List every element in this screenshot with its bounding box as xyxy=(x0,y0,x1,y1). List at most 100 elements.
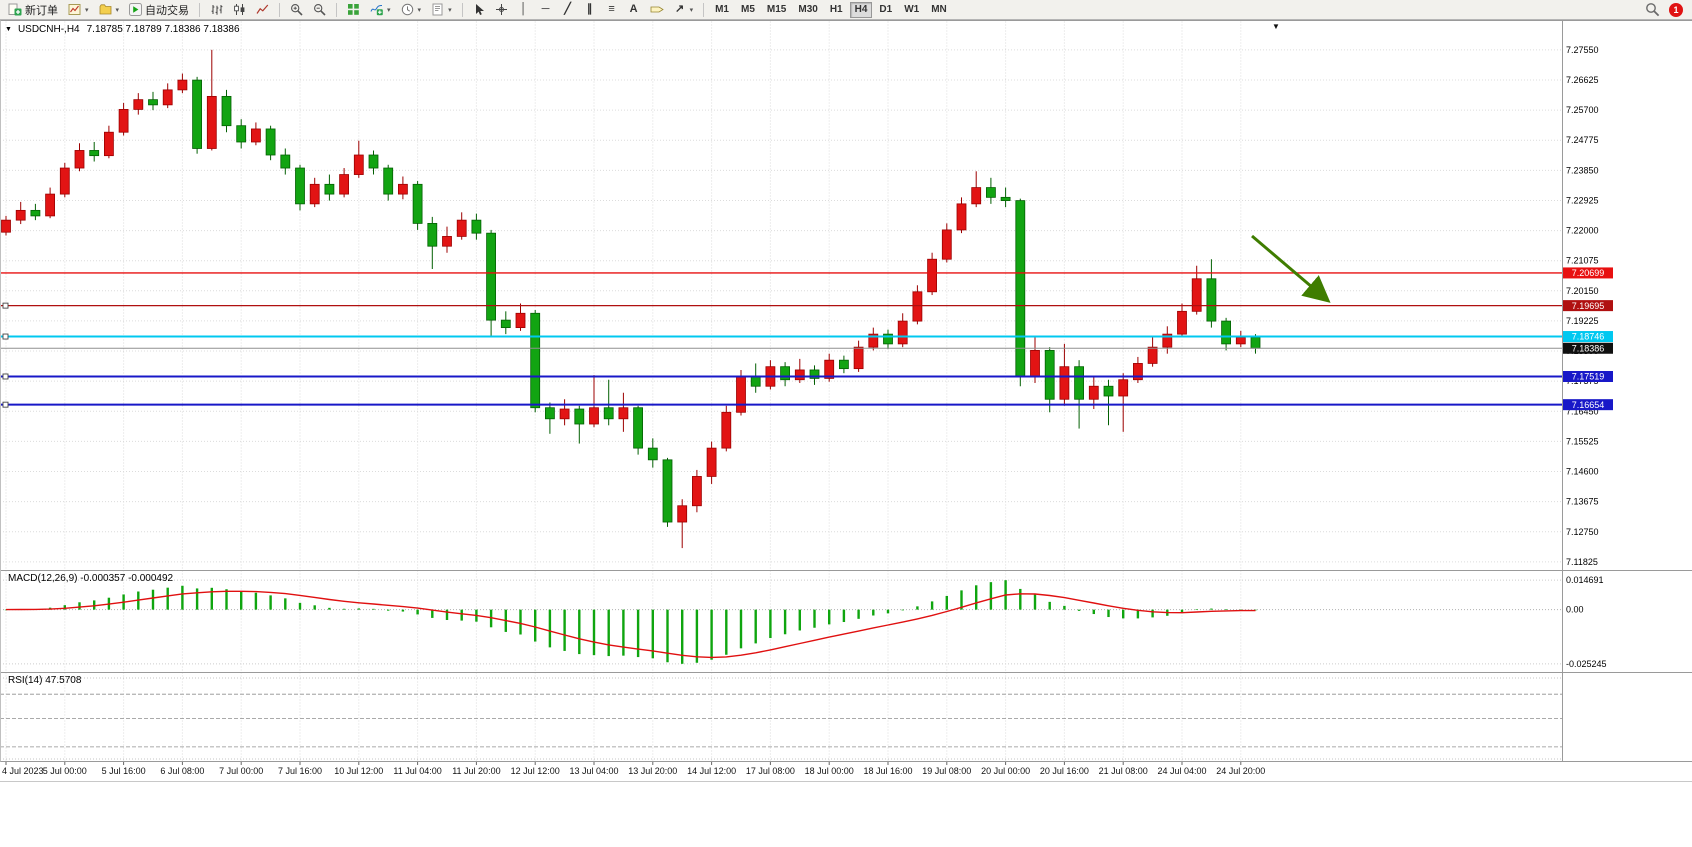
line-chart-button[interactable] xyxy=(252,0,273,20)
svg-text:19 Jul 08:00: 19 Jul 08:00 xyxy=(922,766,971,776)
svg-text:20 Jul 16:00: 20 Jul 16:00 xyxy=(1040,766,1089,776)
horizontal-line-button[interactable]: ─ xyxy=(536,0,556,20)
timeframe-m15-button[interactable]: M15 xyxy=(766,3,787,15)
toolbar-separator xyxy=(199,2,201,17)
tile-icon xyxy=(347,3,360,16)
templates-button[interactable]: ▾ xyxy=(427,0,456,20)
timeframe-m1-button[interactable]: M1 xyxy=(715,3,729,15)
dropdown-caret-icon: ▾ xyxy=(689,6,694,14)
periods-icon xyxy=(401,3,414,16)
svg-text:7.27550: 7.27550 xyxy=(1566,45,1599,55)
chart-title: ▼ USDCNH-,H4 7.18785 7.18789 7.18386 7.183… xyxy=(5,24,240,35)
svg-text:7.15525: 7.15525 xyxy=(1566,436,1599,446)
svg-text:7.14600: 7.14600 xyxy=(1566,467,1599,477)
svg-text:7.19225: 7.19225 xyxy=(1566,316,1599,326)
svg-text:24 Jul 04:00: 24 Jul 04:00 xyxy=(1157,766,1206,776)
toolbar-separator xyxy=(703,2,705,17)
panel-separators[interactable] xyxy=(0,20,1692,782)
svg-text:7 Jul 00:00: 7 Jul 00:00 xyxy=(219,766,263,776)
periods-button[interactable]: ▾ xyxy=(397,0,426,20)
svg-text:13 Jul 04:00: 13 Jul 04:00 xyxy=(569,766,618,776)
candlestick-chart-button[interactable] xyxy=(229,0,250,20)
svg-text:4 Jul 2023: 4 Jul 2023 xyxy=(2,766,44,776)
profiles-button[interactable]: ▾ xyxy=(95,0,124,20)
indicators-button[interactable]: ▾ xyxy=(366,0,395,20)
crosshair-button[interactable] xyxy=(491,0,512,20)
horizontal-level-lines[interactable] xyxy=(0,272,1562,408)
svg-text:7.16450: 7.16450 xyxy=(1566,406,1599,416)
timeframe-mn-button[interactable]: MN xyxy=(931,3,947,15)
new-chart-button[interactable]: ▾ xyxy=(64,0,93,20)
svg-text:10 Jul 12:00: 10 Jul 12:00 xyxy=(334,766,383,776)
text-icon: A xyxy=(629,3,638,15)
collapse-ohlc-icon[interactable]: ▼ xyxy=(5,26,12,33)
channel-icon: ∥ xyxy=(586,3,593,15)
svg-text:7.18746: 7.18746 xyxy=(1572,332,1605,342)
vertical-line-icon: │ xyxy=(520,3,528,15)
svg-text:14 Jul 12:00: 14 Jul 12:00 xyxy=(687,766,736,776)
one-click-trading-toggle-icon[interactable]: ▼ xyxy=(1272,22,1280,31)
svg-text:7.22925: 7.22925 xyxy=(1566,195,1599,205)
new-order-button[interactable]: 新订单 xyxy=(4,0,62,20)
svg-text:18 Jul 16:00: 18 Jul 16:00 xyxy=(863,766,912,776)
zoom-in-icon xyxy=(290,3,303,16)
timeframe-h4-button[interactable]: H4 xyxy=(849,1,873,18)
svg-text:12 Jul 12:00: 12 Jul 12:00 xyxy=(511,766,560,776)
rsi-panel: 1008050150 xyxy=(0,677,1562,760)
svg-text:17 Jul 08:00: 17 Jul 08:00 xyxy=(746,766,795,776)
label-button[interactable] xyxy=(646,0,668,20)
svg-text:7.21075: 7.21075 xyxy=(1566,256,1599,266)
profiles-icon xyxy=(99,3,112,16)
fibonacci-icon: ≡ xyxy=(608,3,615,15)
autotrading-icon xyxy=(129,3,143,16)
svg-text:13 Jul 20:00: 13 Jul 20:00 xyxy=(628,766,677,776)
toolbar-separator xyxy=(279,2,281,17)
trend-arrow[interactable] xyxy=(1251,234,1331,303)
new-order-icon xyxy=(8,3,22,16)
tile-windows-button[interactable] xyxy=(343,0,364,20)
crosshair-icon xyxy=(495,3,508,16)
fibonacci-button[interactable]: ≡ xyxy=(602,0,622,20)
timeframe-m5-button[interactable]: M5 xyxy=(741,3,755,15)
zoom-in-button[interactable] xyxy=(286,0,307,20)
cursor-button[interactable] xyxy=(469,0,489,20)
toolbar-separator xyxy=(461,2,463,17)
templates-icon xyxy=(431,3,444,16)
dropdown-caret-icon: ▾ xyxy=(448,6,452,14)
trendline-icon: ╱ xyxy=(564,3,571,15)
svg-text:7 Jul 16:00: 7 Jul 16:00 xyxy=(278,766,322,776)
svg-text:0.00: 0.00 xyxy=(1566,605,1584,615)
svg-text:20 Jul 00:00: 20 Jul 00:00 xyxy=(981,766,1030,776)
candlesticks xyxy=(1,49,1261,549)
new-order-button-label: 新订单 xyxy=(25,4,58,17)
autotrading-button[interactable]: 自动交易 xyxy=(125,0,193,20)
timeframe-m30-button[interactable]: M30 xyxy=(798,3,818,15)
svg-text:7.12750: 7.12750 xyxy=(1566,527,1599,537)
timeframe-w1-button[interactable]: W1 xyxy=(904,3,920,15)
arrows-button[interactable]: ↗ ▾ xyxy=(670,0,698,20)
time-axis[interactable]: 4 Jul 2023 5 Jul 00:00 5 Jul 16:00 6 Jul 08… xyxy=(2,766,1265,776)
timeframe-h1-button[interactable]: H1 xyxy=(829,3,843,15)
timeframe-d1-button[interactable]: D1 xyxy=(879,3,893,15)
chart-symbol-period: USDCNH-,H4 xyxy=(17,24,80,35)
dropdown-caret-icon: ▾ xyxy=(417,6,422,14)
zoom-out-button[interactable] xyxy=(309,0,330,20)
bar-chart-button[interactable] xyxy=(206,0,227,20)
text-button[interactable]: A xyxy=(624,0,644,20)
svg-text:7.17519: 7.17519 xyxy=(1572,372,1605,382)
dropdown-caret-icon: ▾ xyxy=(115,6,120,14)
search-button[interactable] xyxy=(1641,0,1664,20)
price-grid-and-axis[interactable]: 7.27550 7.26625 7.25700 7.24775 7.23850 7.229… xyxy=(0,45,1599,567)
svg-text:7.25700: 7.25700 xyxy=(1566,105,1599,115)
macd-panel: 0.014691 0.00 -0.025245 xyxy=(0,575,1607,669)
indicators-icon xyxy=(370,3,383,16)
arrows-icon: ↗ xyxy=(674,3,685,15)
notifications-badge[interactable]: 1 xyxy=(1669,2,1683,17)
vertical-line-button[interactable]: │ xyxy=(514,0,534,20)
svg-text:0.014691: 0.014691 xyxy=(1566,575,1604,585)
channel-button[interactable]: ∥ xyxy=(580,0,600,20)
linechart-icon xyxy=(256,3,269,16)
trendline-button[interactable]: ╱ xyxy=(558,0,578,20)
